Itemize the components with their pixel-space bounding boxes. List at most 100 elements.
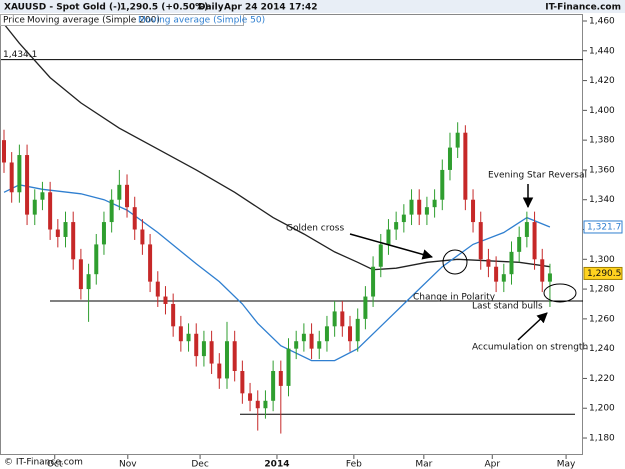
candle-body	[409, 199, 414, 215]
candle-body	[125, 184, 130, 208]
candle-body	[471, 199, 476, 223]
y-tick-label: 1,220	[589, 374, 615, 384]
x-tick-label: Nov	[119, 460, 137, 469]
y-tick-label: 1,200	[589, 404, 615, 414]
candle-body	[517, 236, 522, 252]
candle-body	[417, 199, 422, 215]
candle-body	[524, 222, 529, 237]
candle-body	[309, 333, 314, 349]
plot-frame	[0, 14, 583, 455]
candle-body	[348, 326, 353, 342]
candle-body	[532, 222, 537, 260]
candle-body	[55, 229, 60, 237]
candle-body	[355, 318, 360, 342]
candle-body	[332, 311, 337, 327]
y-tick-label: 1,340	[589, 195, 615, 205]
candle-body	[232, 341, 237, 371]
candle-body	[163, 296, 168, 304]
candle-body	[171, 303, 176, 327]
candle-body	[48, 192, 53, 230]
candle-body	[78, 259, 83, 290]
x-tick-label: 2014	[264, 460, 289, 469]
y-tick-label: 1,380	[589, 136, 615, 146]
x-tick-label: Apr	[484, 460, 500, 469]
candle-body	[201, 341, 206, 357]
candle-body	[140, 229, 145, 245]
highlight-circle	[543, 283, 577, 303]
last-price-label: 1,290.5	[587, 269, 621, 279]
y-tick-label: 1,260	[589, 314, 615, 324]
candle-body	[547, 273, 552, 282]
candle-body	[263, 400, 268, 409]
candle-body	[278, 371, 283, 386]
candle-body	[363, 296, 368, 319]
candle-body	[71, 222, 76, 260]
candle-body	[478, 222, 483, 260]
y-tick-label: 1,300	[589, 255, 615, 265]
footer: © IT-Finance.com	[4, 458, 83, 468]
candle-body	[463, 132, 468, 200]
annotation: Evening Star Reversal	[488, 171, 587, 181]
y-tick-label: 1,420	[589, 76, 615, 86]
candle-body	[340, 311, 345, 327]
candle-body	[224, 341, 229, 379]
candle-body	[440, 169, 445, 200]
candle-body	[32, 199, 37, 215]
last-price: 1,290.5 (+0.50%)	[120, 3, 208, 13]
candle-body	[271, 371, 276, 401]
candle-body	[371, 266, 376, 297]
moving-average-line	[3, 23, 550, 271]
candle-body	[1, 140, 6, 163]
annotation: Golden cross	[286, 224, 344, 234]
candle-body	[94, 244, 99, 275]
y-tick-label: 1,180	[589, 434, 615, 444]
ma-last-label: 1,321.7	[587, 222, 621, 232]
candle-body	[486, 259, 491, 267]
candle-body	[17, 155, 22, 193]
y-tick-label: 1,400	[589, 106, 615, 116]
x-tick-label: May	[557, 460, 576, 469]
annotation: Last stand bulls	[472, 302, 543, 312]
x-tick-label: Mar	[415, 460, 432, 469]
y-tick-label: 1,360	[589, 165, 615, 175]
x-tick-label: Oct	[47, 460, 63, 469]
candle-body	[301, 333, 306, 342]
y-tick-label: 1,440	[589, 46, 615, 56]
candle-body	[109, 199, 114, 223]
candle-body	[155, 281, 160, 297]
period: Daily	[198, 3, 224, 13]
y-tick-label: 1,280	[589, 285, 615, 295]
candle-body	[386, 229, 391, 245]
candle-body	[286, 348, 291, 386]
header-bar	[0, 0, 625, 13]
candle-body	[148, 244, 153, 282]
candle-body	[40, 192, 45, 200]
candle-body	[86, 274, 91, 290]
candle-body	[63, 222, 68, 237]
x-tick-label: Feb	[346, 460, 362, 469]
legend-entry: Price	[3, 16, 25, 26]
candle-body	[209, 341, 214, 364]
candle-body	[394, 222, 399, 230]
candle-body	[378, 244, 383, 267]
candle-body	[494, 266, 499, 282]
arrow	[517, 312, 548, 341]
moving-average-line	[3, 184, 551, 362]
candle-body	[447, 147, 452, 170]
candle-body	[101, 222, 106, 245]
candle-body	[255, 400, 260, 409]
highlight-circle	[442, 249, 468, 275]
symbol: XAUUSD - Spot Gold (-)	[4, 3, 121, 13]
annotation: Accumulation on strength	[472, 343, 588, 353]
candle-body	[132, 207, 137, 230]
x-tick-label: Dec	[191, 460, 208, 469]
ma-last-box	[583, 220, 623, 234]
candle-body	[432, 199, 437, 208]
candle-body	[194, 333, 199, 357]
candle-body	[324, 326, 329, 342]
last-price-box	[583, 266, 623, 280]
candle-body	[217, 363, 222, 379]
candle-body	[240, 371, 245, 394]
